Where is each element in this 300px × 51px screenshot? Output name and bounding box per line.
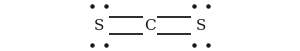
Text: S: S	[94, 19, 104, 32]
Text: S: S	[196, 19, 206, 32]
Text: C: C	[144, 19, 156, 32]
